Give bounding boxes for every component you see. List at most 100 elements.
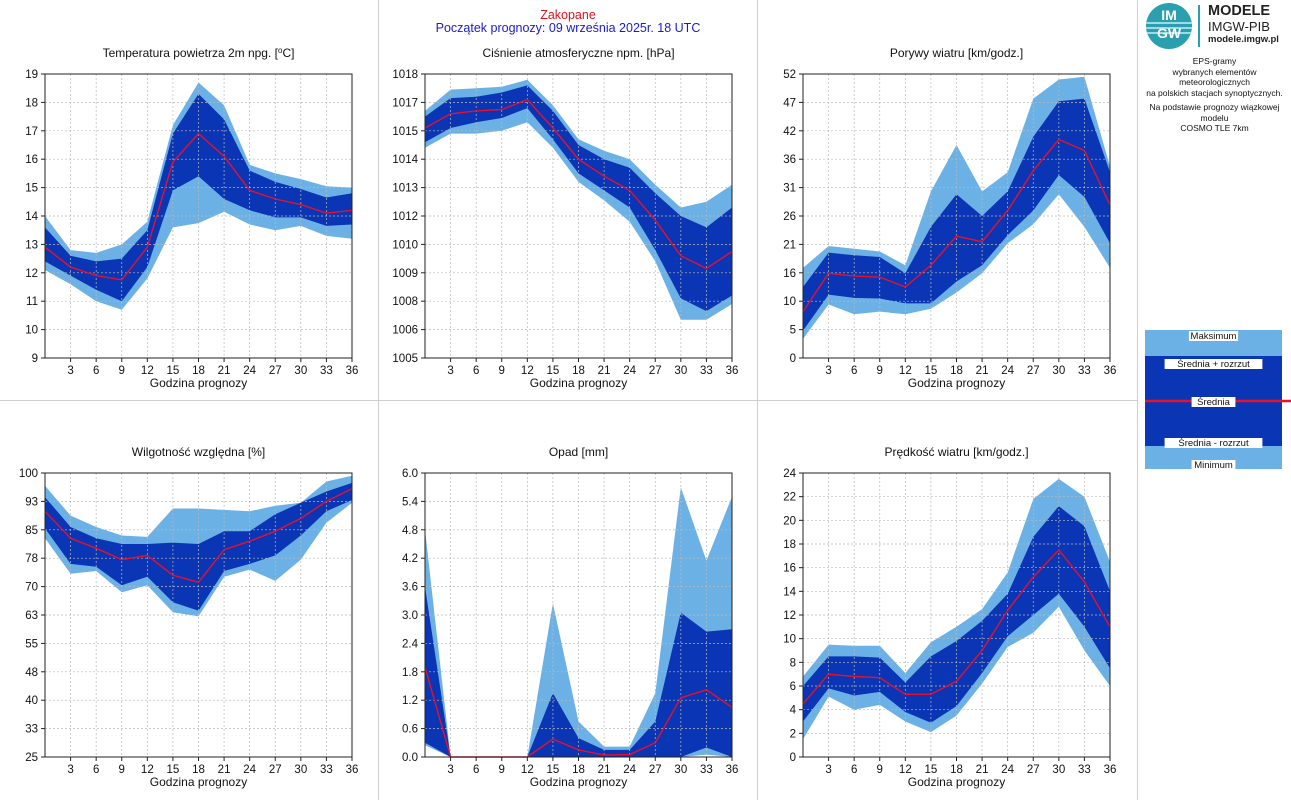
chart-title-text: Wilgotność względna [%] bbox=[132, 445, 265, 459]
imgw-logo[interactable]: IM GW MODELE IMGW-PIB modele.imgw.pl bbox=[1146, 3, 1286, 49]
x-tick-label: 18 bbox=[950, 365, 963, 377]
x-tick-label: 12 bbox=[141, 365, 154, 377]
x-tick-label: 9 bbox=[119, 365, 125, 377]
chart-title: Porywy wiatru [km/godz.] bbox=[890, 46, 1023, 60]
y-tick-label: 9 bbox=[32, 353, 38, 365]
y-tick-label: 4 bbox=[790, 705, 797, 717]
mean-line bbox=[44, 132, 353, 281]
x-tick-label: 33 bbox=[320, 365, 333, 377]
x-tick-label: 30 bbox=[674, 764, 687, 776]
y-tick-label: 33 bbox=[25, 724, 38, 736]
y-tick-label: 1005 bbox=[392, 353, 418, 365]
y-tick-label: 16 bbox=[783, 563, 796, 575]
band-spread bbox=[803, 506, 1110, 723]
x-tick-label: 33 bbox=[320, 764, 333, 776]
y-tick-label: 70 bbox=[25, 582, 38, 594]
y-tick-label: 1008 bbox=[392, 296, 418, 308]
legend-label-bg-min bbox=[1191, 460, 1236, 470]
mean-line bbox=[802, 138, 1111, 312]
legend-label-mean_minus: Średnia - rozrzut bbox=[1178, 437, 1249, 449]
y-tick-label: 47 bbox=[783, 97, 796, 109]
logo-line1: MODELE bbox=[1208, 3, 1271, 19]
x-tick-label: 21 bbox=[976, 764, 989, 776]
y-tick-label: 26 bbox=[783, 211, 796, 223]
logo-mark-top: IM bbox=[1161, 7, 1177, 23]
x-tick-label: 24 bbox=[243, 365, 256, 377]
x-tick-label: 15 bbox=[547, 365, 560, 377]
chart-title: Temperatura powietrza 2m npg. [oC] bbox=[103, 46, 295, 61]
y-tick-label: 6.0 bbox=[402, 468, 418, 480]
chart-title-text: Porywy wiatru [km/godz.] bbox=[890, 46, 1023, 60]
chart-title-sup: o bbox=[278, 46, 283, 55]
x-tick-label: 9 bbox=[877, 365, 883, 377]
y-tick-label: 11 bbox=[26, 296, 38, 308]
y-tick-label: 16 bbox=[783, 268, 796, 280]
band-spread bbox=[425, 85, 732, 312]
logo-mark-bottom: GW bbox=[1156, 25, 1182, 41]
x-tick-label: 18 bbox=[572, 764, 585, 776]
chart-title: Opad [mm] bbox=[549, 445, 608, 459]
x-tick-label: 12 bbox=[899, 365, 912, 377]
y-tick-label: 4.2 bbox=[402, 553, 418, 565]
chart-title-text: Opad [mm] bbox=[549, 445, 608, 459]
x-tick-label: 33 bbox=[1078, 764, 1091, 776]
x-tick-label: 15 bbox=[547, 764, 560, 776]
y-tick-label: 22 bbox=[783, 492, 796, 504]
chart-title: Ciśnienie atmosferyczne npm. [hPa] bbox=[482, 46, 674, 60]
mean-line bbox=[424, 98, 733, 270]
y-tick-label: 18 bbox=[783, 539, 796, 551]
y-tick-label: 24 bbox=[783, 468, 796, 480]
x-tick-label: 9 bbox=[499, 764, 505, 776]
x-tick-label: 24 bbox=[243, 764, 256, 776]
chart-title-text: Temperatura powietrza 2m npg. [ bbox=[103, 46, 279, 60]
x-tick-label: 24 bbox=[1001, 764, 1014, 776]
y-tick-label: 2 bbox=[790, 728, 796, 740]
chart-title: Wilgotność względna [%] bbox=[132, 445, 265, 459]
legend-label-min: Minimum bbox=[1194, 460, 1233, 471]
imgw-logo-mark: IM GW bbox=[1146, 3, 1192, 49]
y-tick-label: 1017 bbox=[392, 97, 418, 109]
y-tick-label: 36 bbox=[783, 154, 796, 166]
band-min-max bbox=[45, 82, 352, 310]
x-tick-label: 9 bbox=[119, 764, 125, 776]
grid bbox=[425, 473, 732, 757]
x-axis-label: Godzina prognozy bbox=[530, 775, 627, 789]
y-tick-label: 17 bbox=[25, 126, 38, 138]
y-tick-label: 13 bbox=[25, 239, 38, 251]
info-line4: Na podstawie prognozy wiązkowej modelu bbox=[1149, 102, 1280, 123]
y-tick-label: 63 bbox=[25, 610, 38, 622]
y-tick-label: 1012 bbox=[392, 211, 418, 223]
x-tick-label: 30 bbox=[674, 365, 687, 377]
y-tick-label: 14 bbox=[783, 586, 796, 598]
x-axis-label: Godzina prognozy bbox=[150, 775, 247, 789]
forecast-start: Początek prognozy: 09 września 2025r. 18… bbox=[435, 21, 701, 35]
logo-url[interactable]: modele.imgw.pl bbox=[1208, 34, 1279, 45]
x-tick-label: 21 bbox=[218, 365, 231, 377]
chart-title-text: Ciśnienie atmosferyczne npm. [hPa] bbox=[482, 46, 674, 60]
y-tick-label: 40 bbox=[25, 695, 38, 707]
y-tick-label: 1018 bbox=[392, 69, 418, 81]
x-tick-label: 36 bbox=[726, 365, 739, 377]
x-tick-label: 24 bbox=[623, 365, 636, 377]
mean-line bbox=[802, 548, 1111, 705]
y-tick-label: 0 bbox=[790, 752, 796, 764]
chart-rain: 0.00.61.21.82.43.03.64.24.85.46.03 6 9 12 15… bbox=[402, 445, 738, 789]
x-tick-label: 27 bbox=[649, 764, 662, 776]
y-tick-label: 100 bbox=[19, 468, 38, 480]
x-tick-label: 33 bbox=[700, 764, 713, 776]
y-tick-label: 19 bbox=[25, 69, 38, 81]
mean-line bbox=[44, 487, 353, 584]
y-tick-label: 52 bbox=[783, 69, 796, 81]
panel-dividers bbox=[0, 0, 1138, 800]
legend-label-bg-max bbox=[1188, 331, 1239, 341]
x-tick-label: 3 bbox=[447, 764, 453, 776]
y-tick-label: 5 bbox=[790, 325, 796, 337]
x-tick-label: 3 bbox=[67, 764, 73, 776]
x-tick-label: 18 bbox=[192, 365, 205, 377]
info-line3: na polskich stacjach synoptycznych. bbox=[1146, 87, 1283, 98]
y-tick-label: 0.0 bbox=[402, 752, 418, 764]
legend-label-bg-mean_minus bbox=[1164, 438, 1263, 448]
y-tick-label: 10 bbox=[25, 325, 38, 337]
x-tick-label: 24 bbox=[623, 764, 636, 776]
